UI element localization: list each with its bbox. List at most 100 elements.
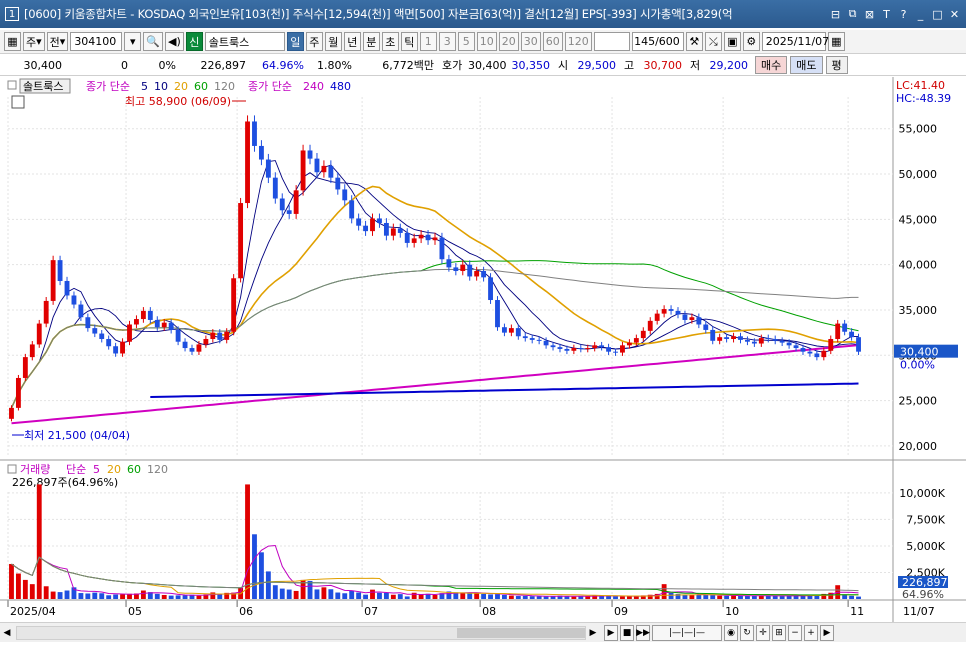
volume-bar [439, 593, 445, 599]
fast-forward-icon[interactable]: ▶▶ [636, 624, 650, 641]
maximize-icon[interactable]: □ [932, 7, 943, 21]
period-week-button[interactable]: 주 [305, 32, 323, 51]
pin-icon[interactable]: ⊠ [864, 7, 875, 21]
minute-5-button[interactable]: 5 [457, 32, 475, 51]
measure-icon[interactable]: ⊞ [772, 624, 786, 641]
close-icon[interactable]: ✕ [949, 7, 960, 21]
scroll-track[interactable] [16, 625, 586, 640]
zoom-in-icon[interactable]: + [804, 624, 818, 641]
candle-body [15, 377, 21, 408]
hc-label: HC:-48.39 [896, 92, 951, 105]
scroll-thumb[interactable] [457, 627, 585, 638]
candle-body [654, 313, 660, 321]
minute-60-button[interactable]: 60 [542, 32, 563, 51]
candle-body [689, 317, 695, 320]
search-icon[interactable]: 🔍 [143, 32, 164, 51]
prefix-select[interactable]: 전 ▾ [46, 32, 69, 51]
period-minute-button[interactable]: 분 [362, 32, 380, 51]
price-change: 0 [121, 58, 128, 72]
scroll-end-icon[interactable]: ▶ [820, 624, 834, 641]
x-tick-label: 05 [128, 605, 142, 618]
candle-body [835, 323, 841, 339]
grid-menu-button[interactable]: ▦ [4, 32, 21, 51]
eval-button[interactable]: 평 [825, 56, 848, 74]
minute-1-button[interactable]: 1 [419, 32, 437, 51]
candle-body [439, 237, 445, 260]
code-dropdown-button[interactable]: ▾ [124, 32, 142, 51]
candle-body [592, 345, 598, 349]
ask-price: 30,400 [468, 58, 507, 72]
volume-bar [488, 594, 493, 599]
period-month-button[interactable]: 월 [324, 32, 342, 51]
scroll-right-icon[interactable]: ▶ [589, 627, 597, 638]
help-icon[interactable]: ? [900, 7, 907, 21]
custom-period-input[interactable] [593, 32, 630, 51]
save-icon[interactable]: ▣ [723, 32, 741, 51]
candle-body [731, 336, 736, 339]
volume-bar [710, 595, 716, 599]
volume-bar [245, 484, 250, 599]
minute-20-button[interactable]: 20 [498, 32, 519, 51]
play-icon[interactable]: ▶ [604, 624, 618, 641]
stock-code-input[interactable]: 304100 [70, 32, 123, 51]
volume-bar [647, 594, 653, 599]
stock-legend-label: 솔트룩스 [23, 80, 63, 93]
layout-icon[interactable]: ⊟ [830, 7, 841, 21]
x-tick-label: 11 [850, 605, 864, 618]
candle-body [377, 218, 382, 223]
y-tick-label: 35,000 [899, 304, 938, 317]
volume-bar [786, 595, 792, 599]
stock-chart-svg[interactable]: 솔트룩스 종가 단순 5 10 20 60 120 종가 단순 240 480 … [0, 77, 966, 622]
indicator-icon[interactable]: ⚒ [685, 32, 703, 51]
minute-3-button[interactable]: 3 [438, 32, 456, 51]
period-year-button[interactable]: 년 [343, 32, 361, 51]
zoom-out-icon[interactable]: − [788, 624, 802, 641]
volume-bar [210, 592, 216, 599]
stop-icon[interactable]: ■ [620, 624, 634, 641]
font-icon[interactable]: T [883, 7, 890, 21]
draw-tool-icon[interactable]: ⤯ [704, 32, 722, 51]
volume-bar [36, 484, 42, 599]
candle-body [383, 222, 389, 236]
minute-30-button[interactable]: 30 [520, 32, 541, 51]
trade-amount: 6,772백만 [382, 59, 434, 72]
bar-count-field[interactable]: 145/600 [631, 32, 684, 51]
gear-icon[interactable]: ⚙ [742, 32, 760, 51]
refresh-icon[interactable]: ↻ [740, 624, 754, 641]
volume-bar [453, 592, 459, 599]
period-second-button[interactable]: 초 [381, 32, 399, 51]
minute-10-button[interactable]: 10 [476, 32, 497, 51]
crosshair-icon[interactable]: ✛ [756, 624, 770, 641]
data-table-icon[interactable] [11, 95, 25, 109]
volume-bar [793, 595, 799, 599]
speaker-icon[interactable]: ◀) [165, 32, 184, 51]
screenshot-icon[interactable]: ◉ [724, 624, 738, 641]
minimize-icon[interactable]: _ [917, 7, 924, 21]
period-tick-button[interactable]: 틱 [400, 32, 418, 51]
candle-body [474, 271, 480, 277]
scroll-left-icon[interactable]: ◀ [3, 627, 11, 638]
date-field[interactable]: 2025/11/07 [761, 32, 829, 51]
volume-bar [620, 596, 625, 599]
sell-button[interactable]: 매도 [790, 56, 823, 74]
volume-bar [154, 593, 160, 599]
volume-bar [821, 593, 827, 599]
copy-window-icon[interactable]: ⧉ [848, 7, 857, 20]
candle-body [238, 203, 244, 279]
moving-average-lines [10, 160, 859, 425]
volume-bar [696, 594, 702, 599]
volume-bar [252, 534, 257, 599]
buy-button[interactable]: 매수 [755, 56, 788, 74]
period-mode-select[interactable]: 주 ▾ [23, 32, 45, 51]
zoom-slider-icon[interactable]: |—|—|— [652, 624, 722, 641]
minute-120-button[interactable]: 120 [564, 32, 592, 51]
period-day-button[interactable]: 일 [286, 32, 304, 51]
sin-badge[interactable]: 신 [185, 32, 203, 51]
volume-bar-series [9, 484, 861, 599]
y-tick-label: 50,000 [899, 168, 938, 181]
chart-area[interactable]: 솔트룩스 종가 단순 5 10 20 60 120 종가 단순 240 480 … [0, 77, 966, 622]
candle-body [307, 150, 313, 159]
calendar-icon[interactable]: ▦ [827, 32, 845, 51]
stock-name-field[interactable]: 솔트룩스 [204, 32, 285, 51]
chart-scrollbar[interactable]: ◀ ▶ ▶ ■ ▶▶ |—|—|— ◉ ↻ ✛ ⊞ − + ▶ [0, 622, 966, 642]
